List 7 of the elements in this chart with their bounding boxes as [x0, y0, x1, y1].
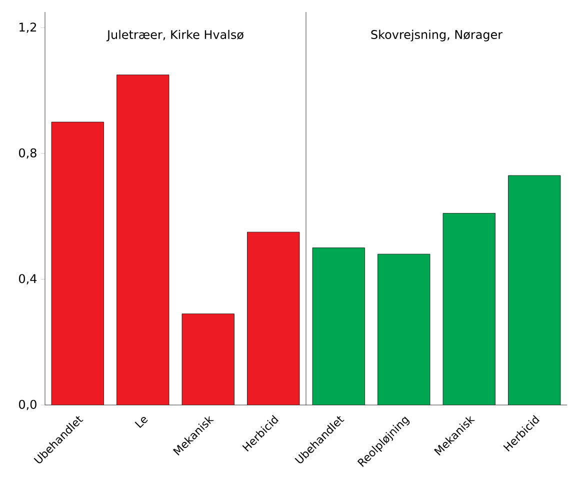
y-tick-label: 0,4: [18, 274, 37, 284]
y-tick-label: 0,0: [18, 400, 36, 410]
y-tick-label: 0,8: [18, 148, 36, 159]
annotation: Juletræer, Kirke Hvalsø: [106, 30, 244, 42]
annotation: Skovrejsning, Nørager: [371, 30, 503, 42]
x-tick-label: Le: [134, 416, 148, 428]
y-tick-label: 1,2: [20, 22, 36, 33]
